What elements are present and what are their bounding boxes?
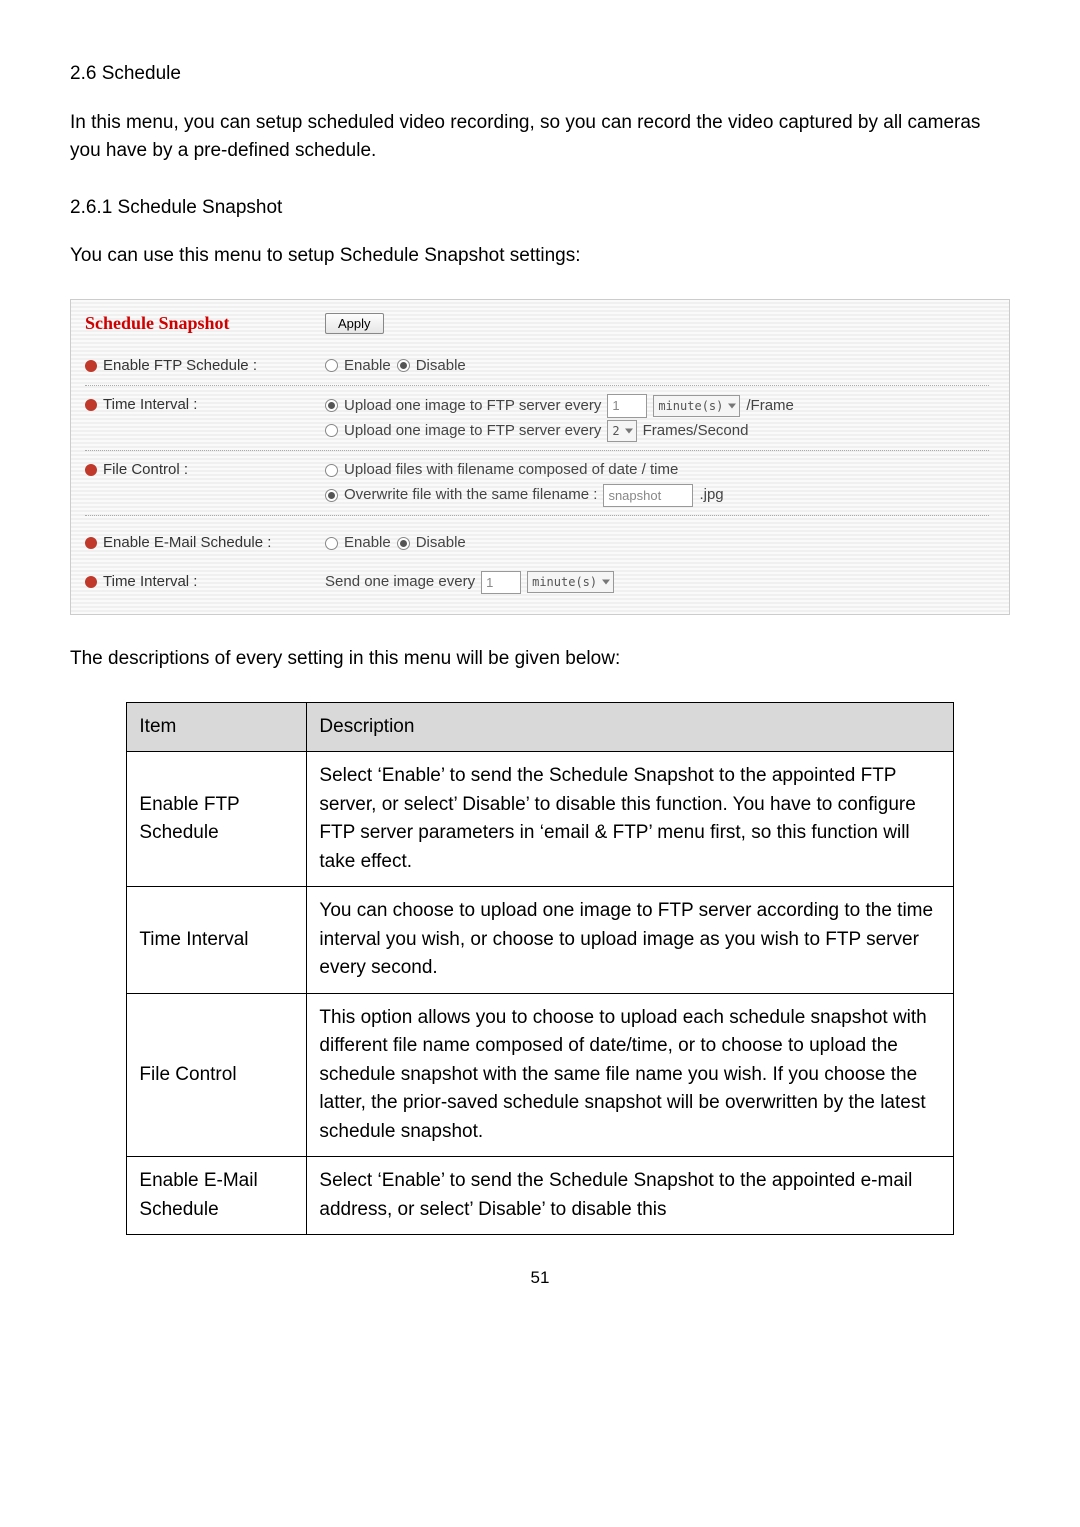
radio-filename-datetime[interactable] <box>325 464 338 477</box>
radio-email-enable[interactable] <box>325 537 338 550</box>
label-file-control: File Control : <box>103 459 188 482</box>
text-filename-datetime: Upload files with filename composed of d… <box>344 459 678 482</box>
table-row: Enable FTP Schedule Select ‘Enable’ to s… <box>127 752 953 887</box>
text-send-one-image: Send one image every <box>325 571 475 594</box>
table-header-item: Item <box>127 702 307 752</box>
text-upload-fps: Upload one image to FTP server every <box>344 420 601 443</box>
select-email-interval-unit[interactable]: minute(s) <box>527 571 614 593</box>
row-enable-ftp-schedule: Enable FTP Schedule : Enable Disable <box>85 347 989 387</box>
bullet-icon <box>85 537 97 549</box>
select-interval-unit[interactable]: minute(s) <box>653 395 740 417</box>
table-row: Time Interval You can choose to upload o… <box>127 887 953 994</box>
schedule-snapshot-panel: Schedule Snapshot Apply Enable FTP Sched… <box>70 299 1010 616</box>
bullet-icon <box>85 360 97 372</box>
table-row: File Control This option allows you to c… <box>127 993 953 1157</box>
paragraph-2-6-1: You can use this menu to setup Schedule … <box>70 242 1010 271</box>
text-upload-interval: Upload one image to FTP server every <box>344 395 601 418</box>
input-overwrite-filename[interactable]: snapshot <box>603 484 693 508</box>
text-per-frame: /Frame <box>746 395 794 418</box>
label-enable-ftp-schedule: Enable FTP Schedule : <box>103 355 257 378</box>
bullet-icon <box>85 464 97 476</box>
paragraph-2-6: In this menu, you can setup scheduled vi… <box>70 109 1010 166</box>
apply-button[interactable]: Apply <box>325 313 384 334</box>
radio-ftp-enable[interactable] <box>325 359 338 372</box>
row-time-interval-ftp: Time Interval : Upload one image to FTP … <box>85 386 989 451</box>
heading-2-6: 2.6 Schedule <box>70 60 1010 89</box>
row-time-interval-email: Time Interval : Send one image every 1 m… <box>85 563 989 603</box>
table-cell-item: Enable FTP Schedule <box>127 752 307 887</box>
table-cell-desc: This option allows you to choose to uplo… <box>307 993 953 1157</box>
input-interval-value[interactable]: 1 <box>607 394 647 418</box>
radio-upload-fps[interactable] <box>325 424 338 437</box>
radio-email-disable[interactable] <box>397 537 410 550</box>
table-cell-desc: You can choose to upload one image to FT… <box>307 887 953 994</box>
row-enable-email-schedule: Enable E-Mail Schedule : Enable Disable <box>85 524 989 563</box>
radio-ftp-disable-label: Disable <box>416 355 466 378</box>
text-jpg-ext: .jpg <box>699 484 723 507</box>
table-cell-item: File Control <box>127 993 307 1157</box>
bullet-icon <box>85 576 97 588</box>
table-cell-desc: Select ‘Enable’ to send the Schedule Sna… <box>307 1157 953 1235</box>
heading-2-6-1: 2.6.1 Schedule Snapshot <box>70 194 1010 223</box>
paragraph-after-panel: The descriptions of every setting in thi… <box>70 645 1010 674</box>
bullet-icon <box>85 399 97 411</box>
text-overwrite: Overwrite file with the same filename : <box>344 484 597 507</box>
table-row: Enable E-Mail Schedule Select ‘Enable’ t… <box>127 1157 953 1235</box>
radio-overwrite[interactable] <box>325 489 338 502</box>
table-cell-item: Enable E-Mail Schedule <box>127 1157 307 1235</box>
radio-upload-interval[interactable] <box>325 399 338 412</box>
description-table: Item Description Enable FTP Schedule Sel… <box>126 702 953 1236</box>
table-cell-desc: Select ‘Enable’ to send the Schedule Sna… <box>307 752 953 887</box>
row-file-control: File Control : Upload files with filenam… <box>85 451 989 516</box>
table-cell-item: Time Interval <box>127 887 307 994</box>
table-header-description: Description <box>307 702 953 752</box>
input-email-interval-value[interactable]: 1 <box>481 571 521 595</box>
panel-title: Schedule Snapshot <box>85 310 325 337</box>
label-enable-email-schedule: Enable E-Mail Schedule : <box>103 532 271 555</box>
label-time-interval-ftp: Time Interval : <box>103 394 197 417</box>
text-frames-second: Frames/Second <box>643 420 749 443</box>
page-number: 51 <box>70 1265 1010 1291</box>
radio-ftp-disable[interactable] <box>397 359 410 372</box>
select-fps-value[interactable]: 2 <box>607 420 636 442</box>
radio-email-disable-label: Disable <box>416 532 466 555</box>
radio-ftp-enable-label: Enable <box>344 355 391 378</box>
label-time-interval-email: Time Interval : <box>103 571 197 594</box>
radio-email-enable-label: Enable <box>344 532 391 555</box>
